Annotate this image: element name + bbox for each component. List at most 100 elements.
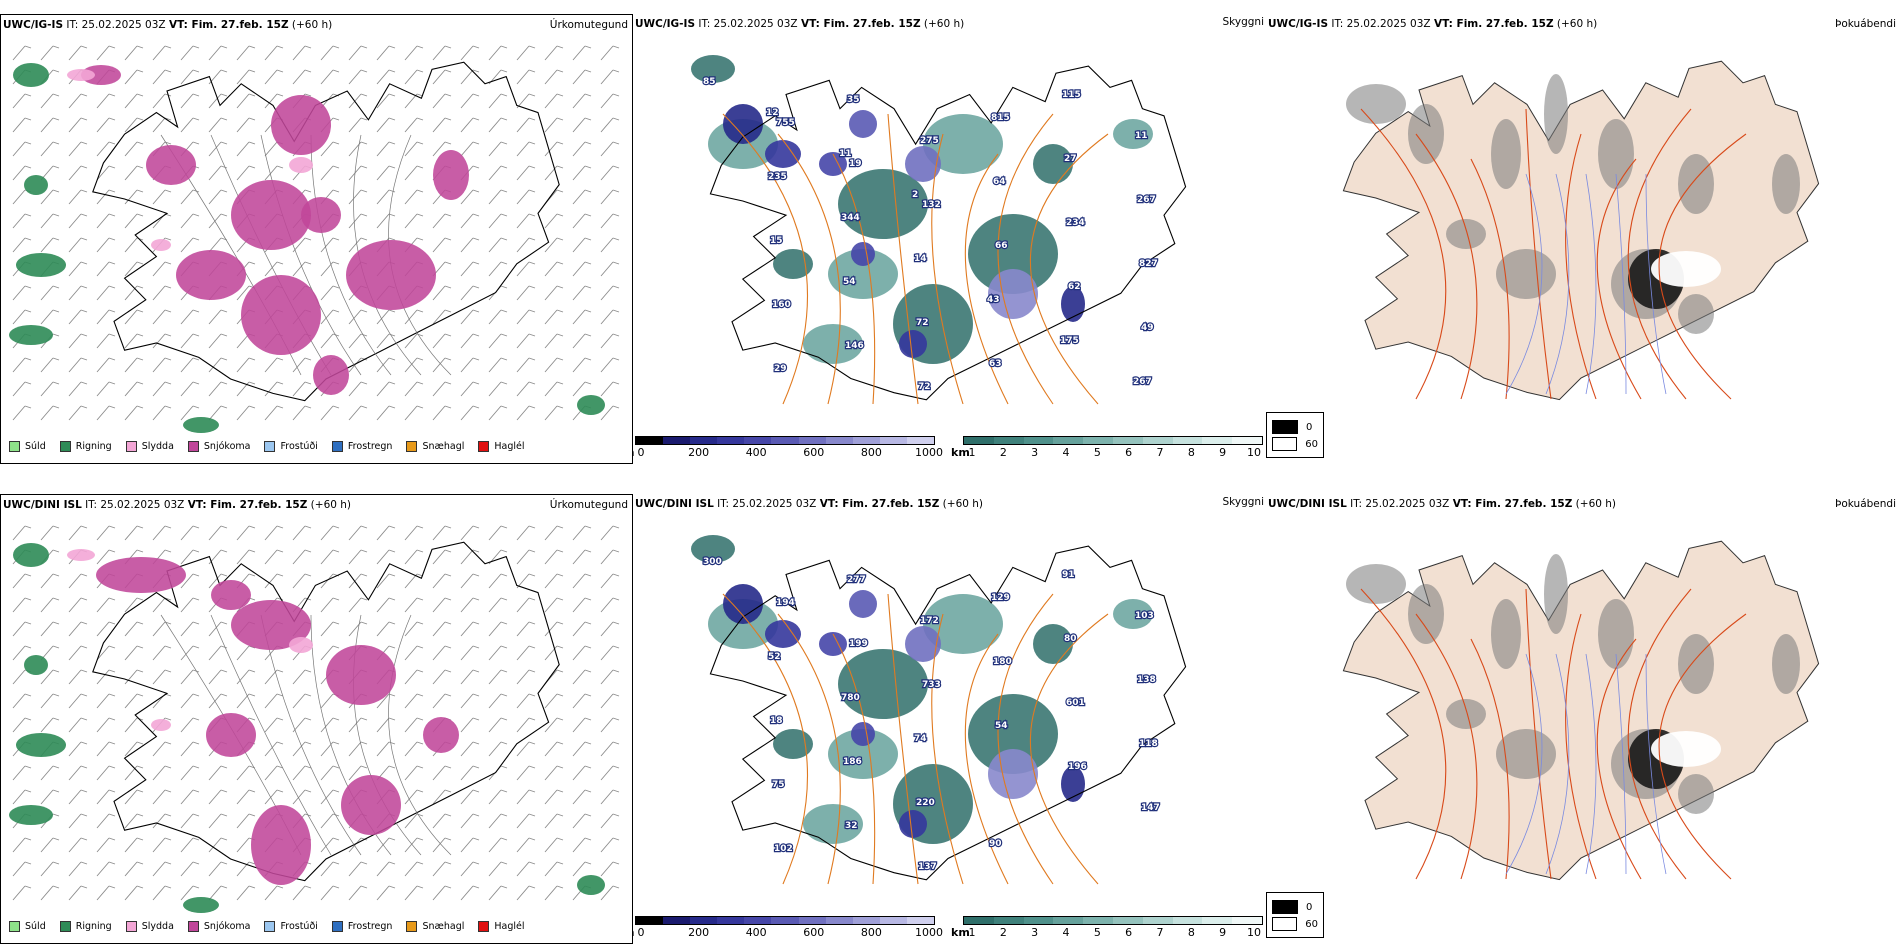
- wind-barb: [180, 357, 200, 373]
- wind-barb: [516, 189, 536, 205]
- wind-barb: [152, 789, 172, 805]
- visibility-colorbar: 1 2 3 4 5 6 7 8 9 10 km: [951, 436, 1263, 459]
- wind-barb: [236, 549, 256, 565]
- ceiling-value-label: 35: [847, 95, 860, 105]
- wind-barb: [488, 117, 508, 133]
- legend-item-snjókoma: Snjókoma: [187, 441, 250, 452]
- road: [1525, 588, 1552, 880]
- wind-barb: [12, 141, 32, 157]
- wind-barb: [320, 285, 340, 301]
- wind-barb: [96, 93, 116, 109]
- road: [1627, 588, 1692, 880]
- wind-barb: [404, 717, 424, 733]
- road: [722, 593, 808, 885]
- colorbar-tick: 5: [1093, 926, 1101, 939]
- wind-barb: [40, 885, 60, 901]
- wind-barb: [152, 45, 172, 61]
- wind-barb: [12, 717, 32, 733]
- colorbar-tick: 4: [1062, 926, 1070, 939]
- legend-item-rigning: Rigning: [59, 441, 112, 452]
- legend-item-frostregn: Frostregn: [331, 921, 392, 932]
- wind-barb: [488, 789, 508, 805]
- wind-barb: [292, 405, 312, 421]
- legend-swatch: [59, 441, 71, 452]
- wind-barb: [68, 141, 88, 157]
- precip-legend: Súld Rigning Slydda Snjókoma Frostúði Frostre…: [9, 441, 533, 452]
- wind-barb: [40, 621, 60, 637]
- wind-barb: [320, 405, 340, 421]
- wind-barb: [124, 93, 144, 109]
- fog-legend-swatch: [1272, 437, 1298, 451]
- wind-barb: [292, 261, 312, 277]
- wind-barb: [12, 237, 32, 253]
- colorbar-tick: 600: [803, 926, 825, 939]
- ceiling-value-label: 815: [991, 113, 1010, 123]
- wind-barb: [12, 117, 32, 133]
- wind-barb: [572, 717, 592, 733]
- fog-legend-label: 60: [1305, 438, 1318, 450]
- wind-barb: [404, 861, 424, 877]
- wind-barb: [460, 573, 480, 589]
- wind-barb: [488, 813, 508, 829]
- wind-barb: [208, 669, 228, 685]
- colorbar-ticks: 0 200 400 600 800 1000: [635, 925, 944, 939]
- wind-barb: [376, 885, 396, 901]
- wind-barb: [152, 621, 172, 637]
- colorbar-tick: 1: [968, 926, 976, 939]
- wind-barb: [516, 213, 536, 229]
- colorbar-cell: [717, 917, 745, 924]
- colorbar-tick: 9: [1219, 926, 1227, 939]
- wind-barb: [180, 189, 200, 205]
- wind-barb: [404, 549, 424, 565]
- panel-header: UWC/DINI ISL IT: 25.02.2025 03Z VT: Fim.…: [3, 499, 352, 511]
- wind-barb: [264, 717, 284, 733]
- road: [832, 633, 876, 885]
- wind-barb: [348, 837, 368, 853]
- wind-barb: [376, 861, 396, 877]
- ceiling-colorbar: 0 200 400 600 800 1000 m: [633, 916, 944, 939]
- ceiling-value-label: 18: [770, 716, 783, 726]
- wind-barb: [432, 693, 452, 709]
- road: [1029, 613, 1109, 885]
- wind-barb: [180, 525, 200, 541]
- wind-barb: [404, 45, 424, 61]
- wind-barb: [124, 645, 144, 661]
- colorbar-cell: [1172, 437, 1203, 444]
- road: [1596, 638, 1642, 880]
- wind-barb: [488, 621, 508, 637]
- colorbar-cell: [690, 917, 718, 924]
- colorbar-cell: [852, 437, 880, 444]
- ceiling-value-label: 54: [995, 721, 1008, 731]
- wind-barb: [432, 405, 452, 421]
- wind-barb: [376, 117, 396, 133]
- wind-barb: [208, 405, 228, 421]
- legend-swatch: [59, 921, 71, 932]
- wind-barb: [264, 93, 284, 109]
- wind-barb: [600, 813, 620, 829]
- wind-barb: [124, 789, 144, 805]
- river: [1615, 173, 1627, 395]
- ceiling-value-label: 138: [1137, 675, 1156, 685]
- legend-item-slydda: Slydda: [125, 441, 174, 452]
- wind-barb: [12, 405, 32, 421]
- wind-barb: [572, 237, 592, 253]
- wind-barb: [460, 861, 480, 877]
- colorbar-cell: [798, 917, 826, 924]
- wind-barb: [292, 669, 312, 685]
- wind-barb: [180, 597, 200, 613]
- ceiling-value-label: 2: [912, 190, 918, 200]
- wind-barb: [488, 597, 508, 613]
- wind-barb: [348, 189, 368, 205]
- road: [1029, 133, 1109, 405]
- wind-barb: [320, 789, 340, 805]
- panel-header: UWC/IG-IS IT: 25.02.2025 03Z VT: Fim. 27…: [1268, 18, 1598, 30]
- wind-barb: [208, 885, 228, 901]
- wind-barb: [544, 813, 564, 829]
- wind-barb: [460, 717, 480, 733]
- ceiling-value-label: 175: [1060, 336, 1079, 346]
- wind-barb: [432, 861, 452, 877]
- wind-barb: [264, 405, 284, 421]
- wind-barb: [488, 213, 508, 229]
- colorbar-cell: [663, 917, 691, 924]
- wind-barb: [460, 741, 480, 757]
